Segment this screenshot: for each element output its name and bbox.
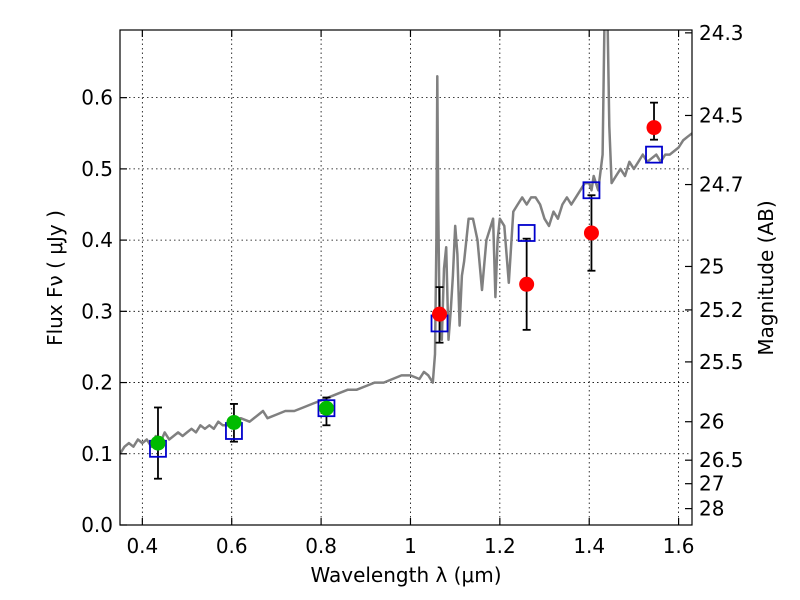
y-tick-label: 0.3 [81,299,113,323]
observed-point [226,414,242,430]
model-square-marker [645,145,663,164]
observed-point [432,306,448,322]
plot-area [120,30,692,455]
right-tick-label: 25.5 [699,350,744,374]
x-tick-label: 1 [404,534,417,558]
right-tick-label: 25 [699,254,724,278]
y-tick-label: 0.2 [81,371,113,395]
y-tick-label: 0.0 [81,513,113,537]
observed-point [583,225,599,241]
right-tick-label: 26 [699,410,724,434]
x-axis-label: Wavelength λ (μm) [310,563,501,587]
y-tick-label: 0.1 [81,442,113,466]
plot-frame [119,29,693,526]
markers [149,120,663,458]
model-square-marker [582,181,601,200]
x-tick-label: 0.6 [216,534,248,558]
x-tick-label: 1.6 [663,534,695,558]
right-tick-label: 24.7 [699,173,744,197]
y-tick-label: 0.5 [81,157,113,181]
observed-point [519,276,535,292]
grid [120,30,692,526]
right-tick-label: 24.3 [699,21,744,45]
right-tick-label: 25.2 [699,298,744,322]
x-tick-label: 0.8 [305,534,337,558]
y-tick-label: 0.6 [81,86,113,110]
y-tick-label: 0.4 [81,228,113,252]
model-square-marker [517,224,536,242]
right-axis-label: Magnitude (AB) [754,200,778,355]
right-tick-label: 28 [699,497,724,521]
x-tick-label: 1.4 [573,534,605,558]
x-tick-label: 1.2 [484,534,516,558]
x-tick-label: 0.4 [126,534,158,558]
y-axis-label: Flux Fν ( μJy ) [43,210,67,346]
observed-point [150,435,166,451]
axis-ticks: 0.4 0.6 0.8 1 1.2 1.4 1.6 0.0 0.1 0.2 0.3 0.4 0.5 0.6… [81,21,743,558]
spectrum-line [120,30,692,455]
right-tick-label: 27 [699,472,724,496]
right-tick-label: 26.5 [699,448,744,472]
model-square-marker [317,399,336,418]
right-tick-label: 24.5 [699,103,744,127]
observed-point [318,400,334,416]
observed-point [646,120,662,136]
